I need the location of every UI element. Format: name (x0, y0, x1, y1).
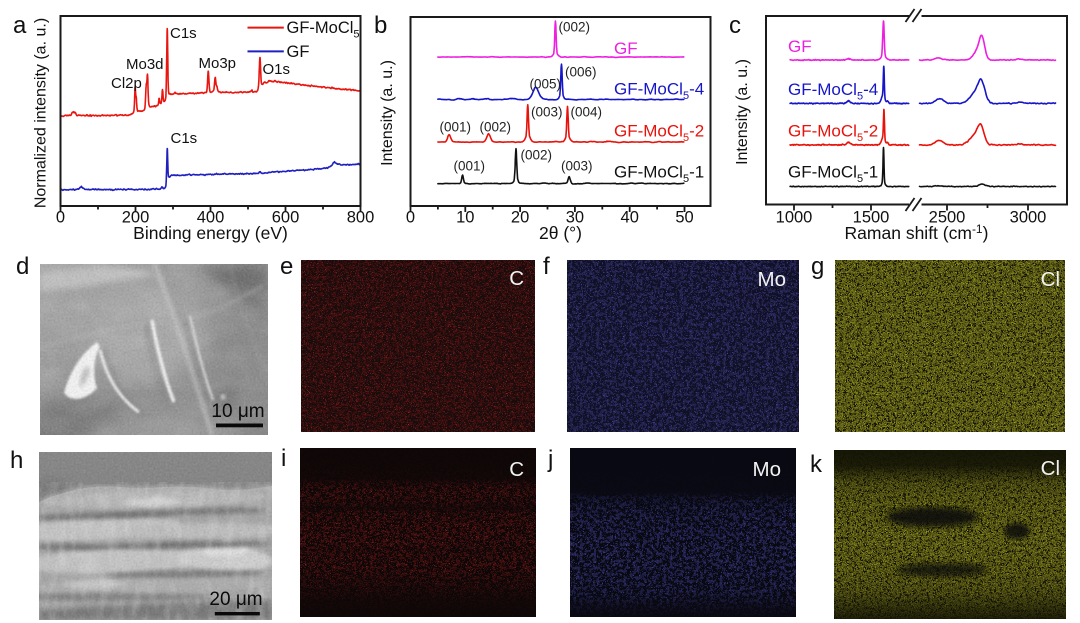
svg-text:GF-MoCl5-2: GF-MoCl5-2 (788, 122, 878, 145)
svg-text:600: 600 (272, 209, 300, 227)
svg-text:j: j (547, 446, 553, 473)
svg-text:Mo: Mo (758, 268, 786, 291)
svg-text:50: 50 (675, 209, 693, 227)
svg-text:Mo3p: Mo3p (199, 55, 237, 72)
svg-text:i: i (281, 445, 286, 472)
svg-text:O1s: O1s (263, 61, 291, 78)
svg-text:GF-MoCl5: GF-MoCl5 (287, 19, 360, 41)
svg-text:GF-MoCl5-4: GF-MoCl5-4 (788, 80, 878, 103)
svg-text:GF: GF (614, 39, 638, 58)
svg-text:2500: 2500 (929, 209, 966, 227)
svg-text:d: d (16, 253, 29, 280)
svg-text:10: 10 (456, 209, 474, 227)
svg-text:Mo: Mo (753, 458, 781, 481)
svg-text:GF-MoCl5-4: GF-MoCl5-4 (614, 80, 704, 103)
svg-text:h: h (10, 447, 23, 474)
svg-text:Mo3d: Mo3d (126, 56, 164, 73)
svg-text:(003): (003) (561, 159, 593, 174)
svg-text:e: e (280, 253, 293, 280)
svg-text:(002): (002) (480, 120, 512, 135)
svg-text:1000: 1000 (776, 209, 813, 227)
svg-text:GF-MoCl5-2: GF-MoCl5-2 (614, 122, 704, 145)
svg-text:b: b (374, 12, 387, 39)
svg-text:(002): (002) (559, 20, 591, 35)
svg-text:c: c (729, 12, 741, 39)
svg-text:Intensity (a. u.): Intensity (a. u.) (734, 59, 751, 165)
svg-text:(001): (001) (440, 120, 472, 135)
svg-text:C1s: C1s (171, 130, 198, 147)
svg-text:Cl2p: Cl2p (111, 75, 142, 92)
svg-text:200: 200 (122, 209, 150, 227)
svg-text:Cl: Cl (1041, 457, 1060, 480)
svg-text:(003): (003) (531, 105, 563, 120)
svg-text:10 μm: 10 μm (211, 401, 264, 422)
svg-text:20: 20 (511, 209, 529, 227)
svg-text:Binding energy (eV): Binding energy (eV) (133, 223, 288, 243)
svg-text:a: a (13, 12, 27, 39)
svg-text:1500: 1500 (853, 209, 890, 227)
svg-text:400: 400 (197, 209, 225, 227)
svg-text:(006): (006) (565, 65, 597, 80)
svg-text:C: C (509, 458, 524, 481)
svg-text:(001): (001) (454, 159, 486, 174)
svg-text:C: C (509, 267, 524, 290)
svg-text:(005): (005) (530, 77, 562, 92)
svg-text:Raman shift (cm-1): Raman shift (cm-1) (845, 222, 989, 243)
svg-text:f: f (543, 253, 550, 280)
svg-text:GF: GF (788, 37, 812, 56)
svg-text:C1s: C1s (170, 25, 197, 42)
svg-text:3000: 3000 (1010, 209, 1047, 227)
svg-text:GF-MoCl5-1: GF-MoCl5-1 (788, 163, 878, 186)
svg-text:Intensity (a. u.): Intensity (a. u.) (379, 60, 396, 166)
svg-text:40: 40 (621, 209, 639, 227)
svg-text:20 μm: 20 μm (209, 589, 262, 610)
svg-text:(002): (002) (521, 148, 553, 163)
svg-text:Cl: Cl (1041, 268, 1060, 291)
svg-text:0: 0 (406, 209, 415, 227)
svg-text:GF: GF (287, 43, 310, 61)
svg-text:k: k (810, 451, 823, 478)
svg-text:GF-MoCl5-1: GF-MoCl5-1 (614, 163, 704, 186)
svg-text:Normalized intensity (a. u.): Normalized intensity (a. u.) (33, 18, 50, 208)
svg-text:2θ (°): 2θ (°) (539, 223, 582, 243)
svg-text:g: g (811, 253, 824, 280)
svg-text:800: 800 (347, 209, 375, 227)
svg-text:(004): (004) (571, 105, 603, 120)
svg-text:30: 30 (566, 209, 584, 227)
svg-text:0: 0 (56, 209, 65, 227)
